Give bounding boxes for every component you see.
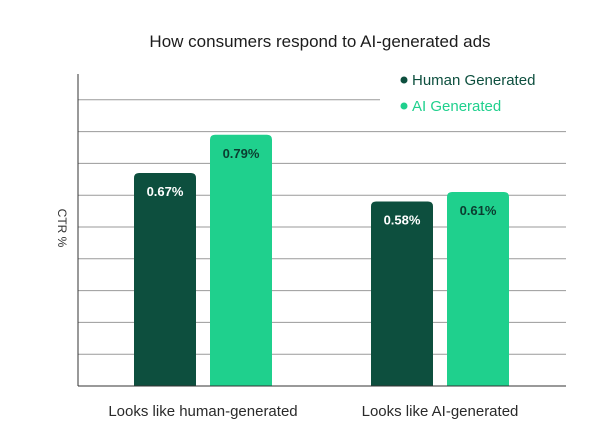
- bar-value-label: 0.67%: [147, 184, 184, 199]
- x-tick-label: Looks like human-generated: [108, 403, 297, 420]
- bar-value-label: 0.79%: [223, 146, 260, 161]
- bar-human-generated: [371, 201, 433, 386]
- bar-value-label: 0.58%: [384, 213, 421, 228]
- bar-ai-generated: [447, 192, 509, 386]
- x-tick-labels: Looks like human-generated Looks like AI-…: [108, 403, 518, 420]
- bar-labels: 0.67% 0.58% 0.79% 0.61%: [147, 146, 497, 228]
- bar-human-generated: [134, 172, 196, 386]
- bar-value-label: 0.61%: [460, 203, 497, 218]
- legend-marker: [400, 76, 408, 84]
- legend-label: AI Generated: [412, 98, 501, 115]
- legend: Human Generated AI Generated: [400, 72, 535, 115]
- bar-ai-generated: [210, 134, 272, 386]
- legend-marker: [400, 102, 408, 110]
- bars: [134, 134, 509, 386]
- x-tick-label: Looks like AI-generated: [362, 403, 519, 420]
- y-axis-label: CTR %: [55, 209, 69, 248]
- legend-label: Human Generated: [412, 72, 535, 89]
- chart-title: How consumers respond to AI-generated ad…: [149, 32, 490, 51]
